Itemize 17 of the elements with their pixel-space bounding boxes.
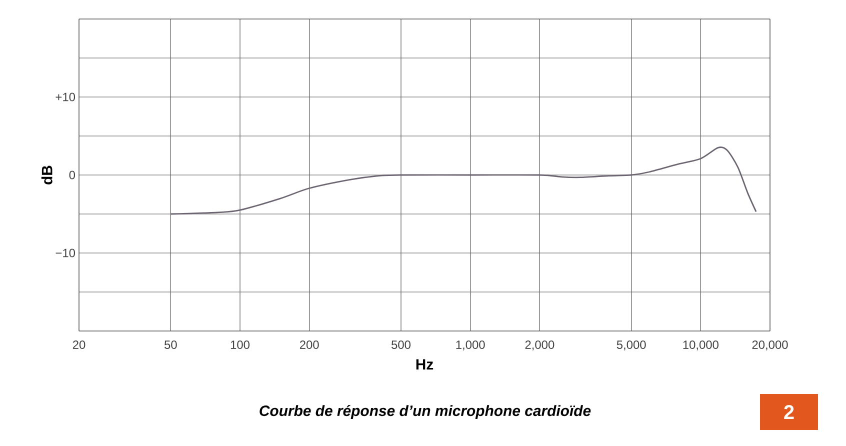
x-tick-label: 200 — [300, 340, 319, 349]
y-tick-label: 0 — [69, 170, 76, 180]
x-tick-label: 50 — [164, 340, 177, 349]
text: 2 — [784, 405, 794, 419]
x-tick-label: 1,000 — [456, 340, 485, 350]
y-tick-label: +10 — [56, 92, 76, 102]
y-tick-label: −10 — [56, 248, 76, 258]
x-axis-title: Hz — [416, 359, 434, 370]
y-axis-title: dB — [41, 166, 52, 184]
x-tick-label: 20,000 — [752, 340, 788, 350]
x-tick-label: 500 — [392, 340, 411, 349]
text: Courbe de réponse d’un microphone cardioïde — [260, 404, 591, 420]
x-tick-label: 2,000 — [525, 340, 554, 350]
x-tick-label: 20 — [72, 340, 86, 349]
x-tick-label: 100 — [230, 340, 250, 349]
x-tick-label: 5,000 — [616, 340, 646, 350]
x-tick-label: 10,000 — [683, 340, 718, 350]
